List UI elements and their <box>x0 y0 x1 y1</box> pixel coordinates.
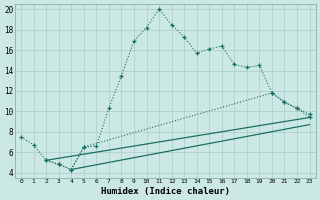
X-axis label: Humidex (Indice chaleur): Humidex (Indice chaleur) <box>101 187 230 196</box>
